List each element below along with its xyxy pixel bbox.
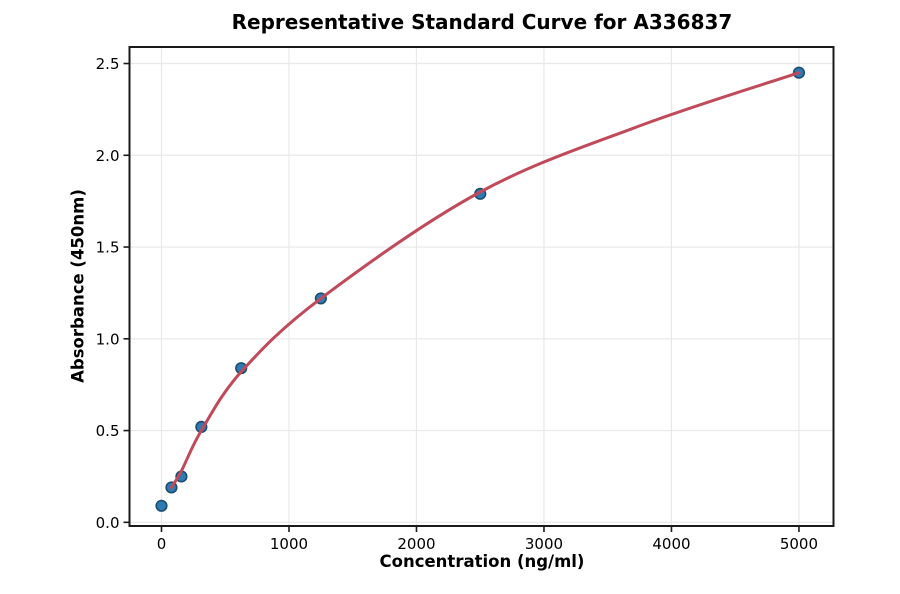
x-tick-label: 5000 bbox=[780, 535, 818, 553]
x-axis-label: Concentration (ng/ml) bbox=[379, 552, 585, 571]
chart-title: Representative Standard Curve for A33683… bbox=[231, 10, 733, 34]
x-tick-label: 0 bbox=[157, 535, 167, 553]
y-tick-label: 2.5 bbox=[96, 55, 120, 73]
plot-border bbox=[128, 46, 835, 527]
y-tick-labels: 0.0 0.5 1.0 1.5 2.0 2.5 bbox=[96, 55, 120, 532]
data-point-marker bbox=[155, 499, 168, 512]
x-tick-label: 2000 bbox=[397, 535, 435, 553]
plot-background bbox=[129, 47, 834, 526]
x-tick-label: 1000 bbox=[270, 535, 308, 553]
x-tick-label: 3000 bbox=[525, 535, 563, 553]
grid bbox=[129, 47, 834, 526]
axis-ticks bbox=[123, 62, 800, 532]
x-tick-labels: 0 1000 2000 3000 4000 5000 bbox=[157, 535, 818, 553]
fit-curve bbox=[170, 71, 801, 489]
y-tick-label: 1.0 bbox=[96, 330, 120, 348]
x-tick-label: 4000 bbox=[652, 535, 690, 553]
y-tick-label: 1.5 bbox=[96, 239, 120, 257]
y-tick-label: 2.0 bbox=[96, 147, 120, 165]
y-tick-label: 0.0 bbox=[96, 514, 120, 532]
y-tick-label: 0.5 bbox=[96, 422, 120, 440]
